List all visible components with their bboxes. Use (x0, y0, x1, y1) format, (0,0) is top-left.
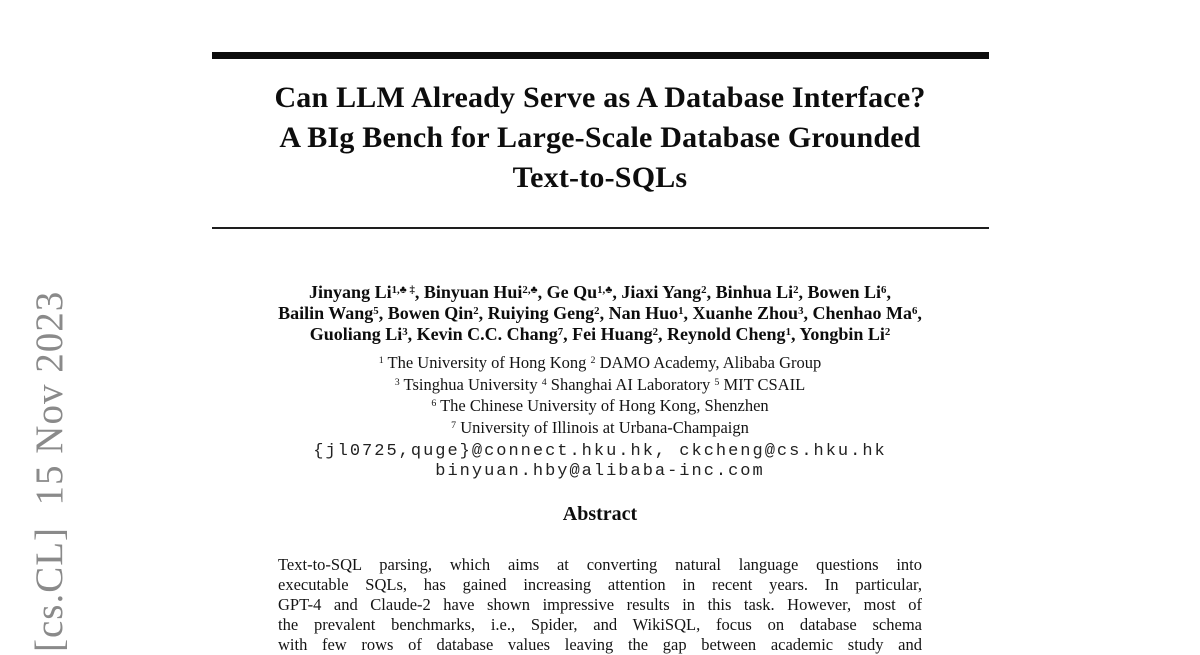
author-superscript: 1 (678, 304, 684, 317)
author-line: Bailin Wang5, Bowen Qin2, Ruiying Geng2,… (278, 303, 922, 323)
affiliation-superscript: 2 (590, 355, 596, 367)
author-line: Guoliang Li3, Kevin C.C. Chang7, Fei Hua… (309, 324, 891, 344)
author-superscript: 1 (785, 325, 791, 338)
author: Bowen Qin2 (387, 303, 479, 323)
affiliation: The University of Hong Kong (383, 353, 587, 372)
top-rule (212, 52, 989, 59)
author: Kevin C.C. Chang7 (416, 324, 564, 344)
affiliation-superscript: 5 (714, 376, 720, 388)
author: Binhua Li2 (715, 282, 799, 302)
affiliation-superscript: 6 (431, 398, 437, 410)
affiliation-superscript: 7 (451, 419, 457, 431)
abstract-heading: Abstract (562, 503, 638, 525)
author: Nan Huo1 (608, 303, 684, 323)
affiliation-line: 3 Tsinghua University 4 Shanghai AI Labo… (0, 374, 1200, 396)
affiliation-superscript: 3 (394, 376, 400, 388)
author-superscript: 2 (884, 325, 891, 338)
author-superscript: 1,♣ (597, 283, 613, 296)
paper-title: Can LLM Already Serve as A Database Inte… (0, 78, 1200, 198)
author: Chenhao Ma6 (812, 303, 918, 323)
author-superscript: 6 (912, 304, 918, 317)
author: Bowen Li6 (807, 282, 887, 302)
author: Xuanhe Zhou3 (692, 303, 804, 323)
affiliation-superscript: 4 (541, 376, 547, 388)
title-line-2: A BIg Bench for Large-Scale Database Gro… (279, 121, 921, 154)
author-superscript: 2 (594, 304, 600, 317)
author-superscript: 2 (473, 304, 479, 317)
author-superscript: 6 (881, 283, 887, 296)
author: Bailin Wang5 (278, 303, 379, 323)
abstract-line: with few rows of database values leaving… (278, 635, 922, 654)
author: Yongbin Li2 (799, 324, 891, 344)
author: Binyuan Hui2,♣ (423, 282, 538, 302)
author: Fei Huang2 (572, 324, 659, 344)
affiliation: Tsinghua University (399, 374, 538, 394)
author-superscript: 3 (402, 325, 408, 338)
title-separator-rule (212, 227, 989, 229)
title-line-3: Text-to-SQLs (512, 161, 688, 194)
author-superscript: 2 (652, 325, 659, 338)
author: Jinyang Li1,♣ ‡ (309, 282, 415, 302)
abstract-line: Text-to-SQL parsing, which aims at conve… (278, 555, 922, 574)
affiliation-list: 1 The University of Hong Kong 2 DAMO Aca… (0, 352, 1200, 438)
email-line-2: binyuan.hby@alibaba-inc.com (435, 462, 765, 481)
author-superscript: 2 (793, 283, 799, 296)
email-line-1: {jl0725,quge}@connect.hku.hk, ckcheng@cs… (313, 442, 887, 461)
author: Jiaxi Yang2 (621, 282, 707, 302)
author-superscript: 2,♣ (522, 283, 538, 296)
affiliation-line: 7 University of Illinois at Urbana-Champ… (0, 417, 1200, 439)
affiliation: MIT CSAIL (719, 374, 806, 394)
abstract-text: Text-to-SQL parsing, which aims at conve… (278, 555, 922, 655)
abstract-line: executable SQLs, has gained increasing a… (278, 575, 922, 594)
affiliation: University of Illinois at Urbana-Champai… (456, 417, 749, 437)
author: Ruiying Geng2 (487, 303, 600, 323)
author-line: Jinyang Li1,♣ ‡, Binyuan Hui2,♣, Ge Qu1,… (309, 282, 891, 302)
author-superscript: 3 (798, 304, 804, 317)
affiliation: DAMO Academy, Alibaba Group (595, 353, 822, 372)
author-superscript: 5 (373, 304, 379, 317)
author-superscript: 2 (701, 283, 707, 296)
abstract-line: GPT-4 and Claude-2 have shown impressive… (278, 595, 922, 614)
title-line-1: Can LLM Already Serve as A Database Inte… (274, 81, 926, 114)
abstract-line: the prevalent benchmarks, i.e., Spider, … (278, 615, 922, 634)
affiliation: Shanghai AI Laboratory (546, 374, 711, 394)
author: Ge Qu1,♣ (546, 282, 613, 302)
author-list: Jinyang Li1,♣ ‡, Binyuan Hui2,♣, Ge Qu1,… (0, 282, 1200, 345)
affiliation-superscript: 1 (378, 355, 384, 367)
author: Guoliang Li3 (309, 324, 408, 344)
author-superscript: 7 (557, 325, 564, 338)
affiliation: The Chinese University of Hong Kong, She… (436, 396, 769, 415)
affiliation-line: 6 The Chinese University of Hong Kong, S… (0, 395, 1200, 417)
affiliation-line: 1 The University of Hong Kong 2 DAMO Aca… (0, 352, 1200, 374)
author-superscript: 1,♣ ‡ (391, 283, 415, 296)
email-block: {jl0725,quge}@connect.hku.hk, ckcheng@cs… (0, 442, 1200, 482)
author: Reynold Cheng1 (667, 324, 791, 344)
